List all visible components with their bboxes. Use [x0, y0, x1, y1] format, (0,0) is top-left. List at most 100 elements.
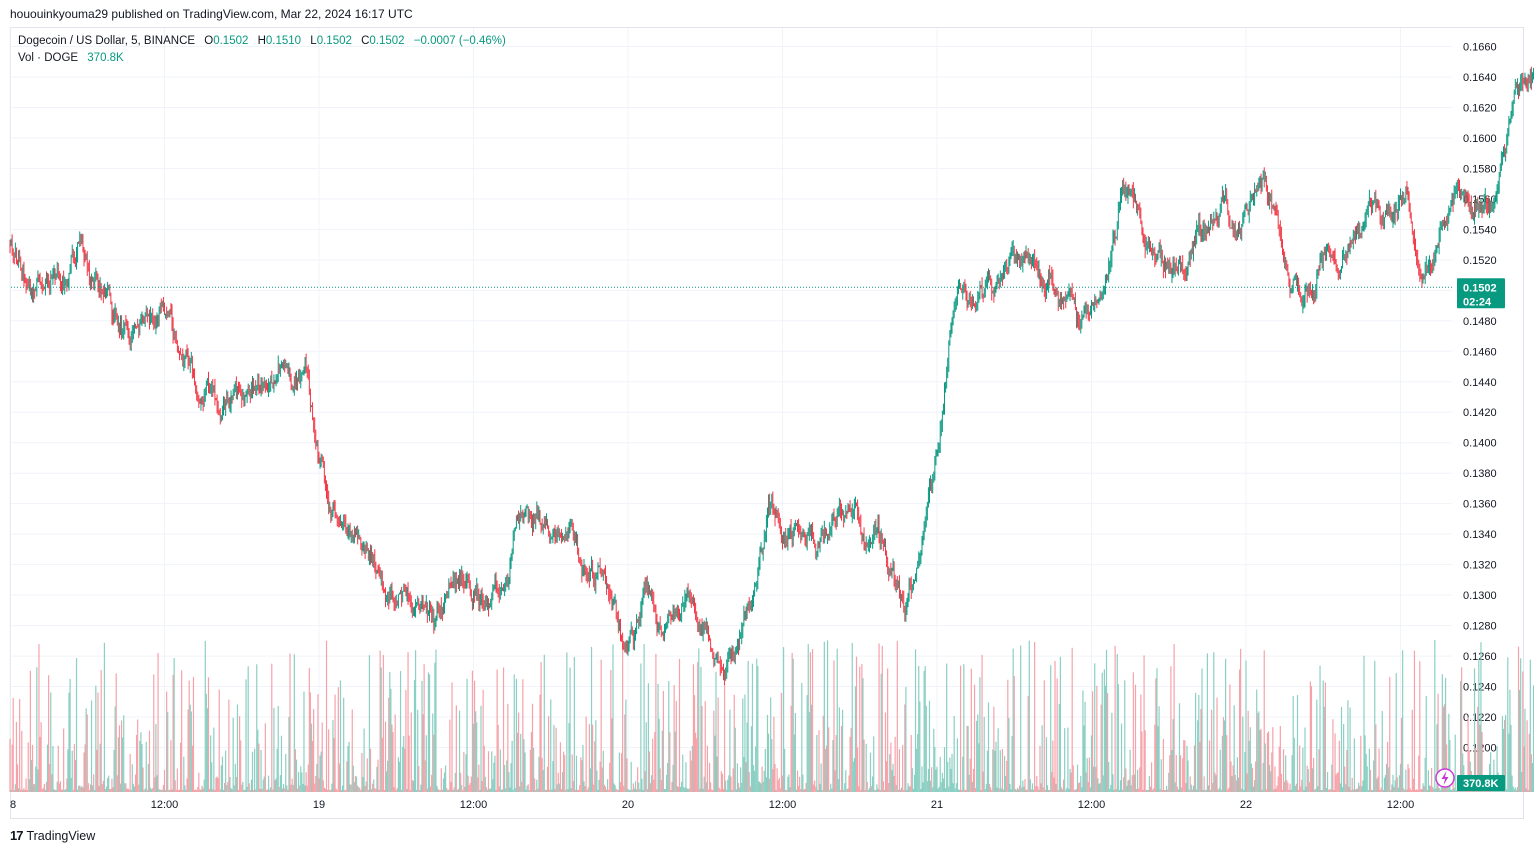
volume-bar	[1070, 772, 1072, 792]
volume-bar	[172, 674, 174, 792]
volume-bar	[472, 723, 475, 792]
price-tick-label: 0.1440	[1463, 377, 1497, 389]
volume-bar	[551, 789, 553, 792]
volume-bar	[896, 640, 898, 792]
volume-bar	[452, 789, 454, 792]
volume-bar	[208, 788, 211, 792]
legend-symbol[interactable]: Dogecoin / US Dollar, 5, BINANCE	[18, 35, 196, 47]
volume-tag[interactable]: 370.8K	[1457, 775, 1505, 791]
volume-bar	[1079, 782, 1081, 792]
volume-bar	[1105, 649, 1108, 792]
volume-bar	[200, 789, 202, 792]
volume-bar	[1286, 779, 1288, 792]
volume-bar	[1362, 780, 1364, 792]
volume-bar	[490, 788, 492, 792]
volume-bar	[1116, 654, 1118, 792]
volume-bar	[1034, 641, 1036, 792]
volume-bar	[110, 788, 112, 792]
volume-bar	[488, 788, 491, 792]
volume-bar	[934, 746, 936, 792]
volume-bar	[313, 708, 315, 792]
volume-bar	[569, 667, 571, 792]
volume-bar	[1124, 680, 1126, 792]
volume-bar	[117, 737, 119, 792]
volume-bar	[322, 780, 324, 792]
volume-bar	[491, 751, 493, 792]
legend-c-value: 0.1502	[369, 35, 405, 47]
volume-bar	[750, 726, 752, 792]
volume-bar	[889, 754, 891, 792]
volume-bar	[1512, 786, 1514, 792]
time-tick-label: 8	[10, 799, 16, 811]
volume-bar	[1071, 647, 1073, 792]
volume-bar	[173, 658, 175, 792]
volume-bar	[1477, 706, 1479, 792]
volume-bar	[1194, 692, 1197, 792]
volume-bar	[831, 788, 833, 792]
publish-line: hououinkyouma29 published on TradingView…	[10, 7, 413, 21]
volume-bar	[1328, 789, 1330, 792]
volume-bar	[79, 785, 81, 792]
legend-vol-label[interactable]: Vol · DOGE	[18, 52, 79, 64]
last-price-tag[interactable]: 0.1502 02:24	[1457, 278, 1505, 309]
volume-bar	[36, 667, 38, 792]
volume-bar	[403, 735, 405, 792]
volume-bar	[651, 775, 653, 792]
volume-bar	[1125, 768, 1127, 792]
volume-bar	[784, 748, 786, 792]
footer-branding[interactable]: 17 TradingView	[10, 828, 95, 843]
volume-bar	[1259, 730, 1261, 792]
volume-bar	[1525, 788, 1527, 792]
volume-bar	[262, 779, 264, 792]
price-axis[interactable]: 0.12000.12200.12400.12600.12800.13000.13…	[1463, 42, 1497, 755]
volume-bar	[682, 754, 684, 792]
lightning-icon[interactable]	[1435, 768, 1455, 788]
volume-bar	[157, 652, 159, 792]
volume-bar	[615, 788, 617, 792]
volume-bar	[748, 772, 750, 792]
volume-bar	[499, 749, 501, 792]
volume-bar	[932, 787, 934, 792]
volume-bar	[583, 781, 585, 792]
volume-bar	[280, 735, 283, 792]
volume-bar	[1040, 783, 1042, 792]
volume-bar	[425, 735, 427, 792]
volume-bar	[1432, 786, 1434, 792]
volume-bar	[1317, 786, 1319, 792]
volume-bar	[1288, 789, 1290, 792]
volume-bar	[1174, 782, 1176, 792]
volume-bar	[13, 789, 15, 792]
volume-bar	[1309, 681, 1311, 792]
volume-bar	[1256, 689, 1258, 792]
volume-bar	[659, 768, 661, 792]
volume-bar	[743, 757, 745, 792]
publish-author[interactable]: hououinkyouma29	[10, 7, 109, 21]
volume-bar	[23, 787, 25, 792]
volume-bar	[1135, 789, 1138, 792]
volume-bar	[1095, 766, 1097, 792]
volume-bar	[936, 766, 938, 792]
volume-bar	[558, 783, 560, 792]
volume-bar	[1271, 752, 1273, 792]
volume-bar	[249, 789, 251, 792]
time-axis[interactable]: 8 12:00 19 12:00 20 12:00 21 12:00 22 12:00	[10, 799, 1414, 811]
volume-bar	[246, 786, 248, 792]
volume-bar	[456, 789, 459, 792]
volume-bar	[848, 775, 850, 792]
volume-bar	[642, 789, 644, 792]
volume-bar	[970, 668, 972, 792]
volume-bar	[1531, 762, 1534, 792]
volume-bar	[384, 721, 387, 792]
volume-bar	[1384, 775, 1387, 792]
volume-bar	[819, 783, 821, 792]
volume-bar	[741, 782, 743, 792]
volume-bar	[111, 778, 113, 792]
volume-bar	[1009, 784, 1011, 792]
volume-bar	[1360, 735, 1362, 792]
volume-bar	[749, 786, 751, 792]
volume-bar	[215, 777, 217, 792]
volume-bar	[1428, 785, 1431, 792]
volume-bar	[261, 789, 263, 792]
volume-bar	[582, 744, 584, 792]
